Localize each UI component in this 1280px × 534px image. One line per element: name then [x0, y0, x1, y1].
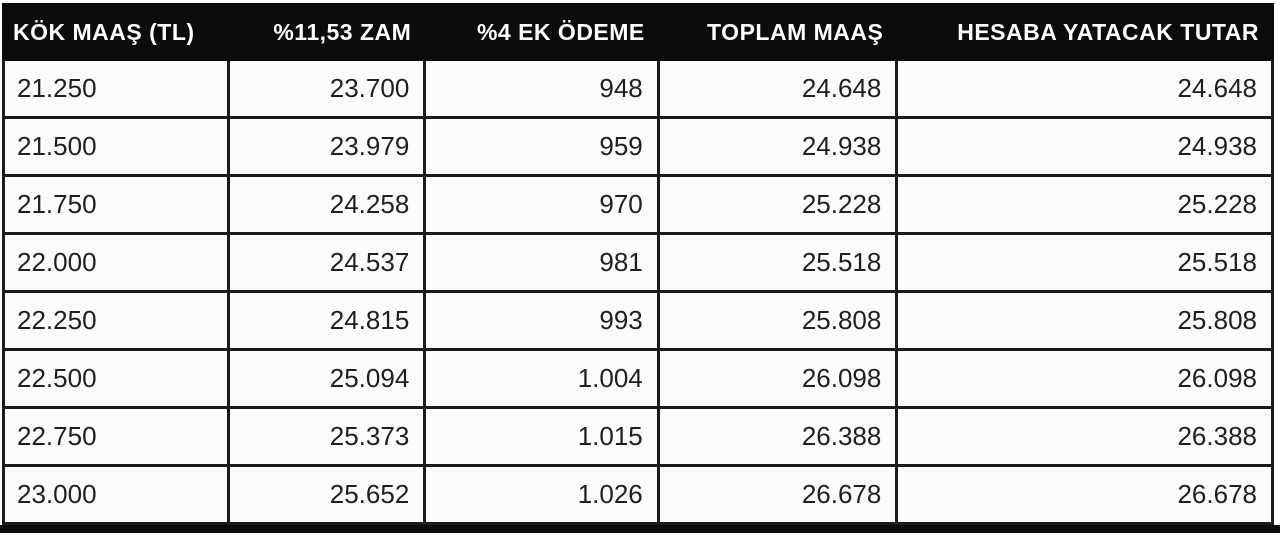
table-row: 21.500 23.979 959 24.938 24.938 [2, 116, 1274, 177]
table-cell: 970 [423, 174, 660, 235]
table-cell: 948 [423, 58, 660, 119]
bottom-divider-bar [0, 525, 1280, 533]
table-cell: 23.979 [226, 116, 427, 177]
table-row: 22.500 25.094 1.004 26.098 26.098 [2, 348, 1274, 409]
table-row: 21.250 23.700 948 24.648 24.648 [2, 58, 1274, 119]
table-cell: 21.500 [2, 116, 230, 177]
table-cell: 25.808 [895, 290, 1274, 351]
table-cell: 25.652 [226, 464, 427, 525]
salary-table: KÖK MAAŞ (TL) %11,53 ZAM %4 EK ÖDEME TOP… [2, 3, 1274, 525]
table-cell: 24.815 [226, 290, 427, 351]
table-cell: 25.228 [656, 174, 899, 235]
table-cell: 24.648 [895, 58, 1274, 119]
table-cell: 981 [423, 232, 660, 293]
table-cell: 26.098 [656, 348, 899, 409]
table-cell: 26.388 [656, 406, 899, 467]
table-cell: 26.678 [656, 464, 899, 525]
header-zam: %11,53 ZAM [226, 3, 427, 61]
table-cell: 25.808 [656, 290, 899, 351]
table-cell: 1.026 [423, 464, 660, 525]
table-cell: 959 [423, 116, 660, 177]
table-cell: 21.750 [2, 174, 230, 235]
header-hesaba-yatacak: HESABA YATACAK TUTAR [895, 3, 1274, 61]
table-cell: 26.388 [895, 406, 1274, 467]
salary-table-container: KÖK MAAŞ (TL) %11,53 ZAM %4 EK ÖDEME TOP… [2, 3, 1274, 525]
table-cell: 23.700 [226, 58, 427, 119]
table-cell: 24.938 [656, 116, 899, 177]
table-cell: 26.098 [895, 348, 1274, 409]
header-kok-maas: KÖK MAAŞ (TL) [2, 3, 230, 61]
table-row: 22.000 24.537 981 25.518 25.518 [2, 232, 1274, 293]
table-cell: 22.250 [2, 290, 230, 351]
table-cell: 25.094 [226, 348, 427, 409]
table-header-row: KÖK MAAŞ (TL) %11,53 ZAM %4 EK ÖDEME TOP… [2, 3, 1274, 61]
table-cell: 25.373 [226, 406, 427, 467]
table-row: 22.250 24.815 993 25.808 25.808 [2, 290, 1274, 351]
table-cell: 24.648 [656, 58, 899, 119]
header-ek-odeme: %4 EK ÖDEME [423, 3, 660, 61]
table-cell: 25.518 [656, 232, 899, 293]
table-body: 21.250 23.700 948 24.648 24.648 21.500 23.979 9… [2, 58, 1274, 525]
table-cell: 22.000 [2, 232, 230, 293]
table-row: 21.750 24.258 970 25.228 25.228 [2, 174, 1274, 235]
table-cell: 22.500 [2, 348, 230, 409]
table-cell: 1.015 [423, 406, 660, 467]
table-row: 22.750 25.373 1.015 26.388 26.388 [2, 406, 1274, 467]
table-cell: 24.258 [226, 174, 427, 235]
header-toplam-maas: TOPLAM MAAŞ [656, 3, 899, 61]
table-cell: 23.000 [2, 464, 230, 525]
table-cell: 1.004 [423, 348, 660, 409]
table-cell: 25.228 [895, 174, 1274, 235]
table-cell: 24.938 [895, 116, 1274, 177]
table-cell: 24.537 [226, 232, 427, 293]
table-row: 23.000 25.652 1.026 26.678 26.678 [2, 464, 1274, 525]
table-cell: 26.678 [895, 464, 1274, 525]
table-cell: 25.518 [895, 232, 1274, 293]
table-cell: 21.250 [2, 58, 230, 119]
table-cell: 993 [423, 290, 660, 351]
table-cell: 22.750 [2, 406, 230, 467]
